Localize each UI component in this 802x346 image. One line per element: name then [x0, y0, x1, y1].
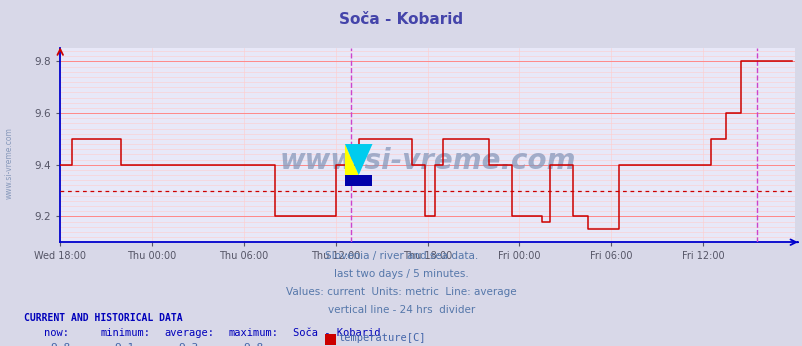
Text: CURRENT AND HISTORICAL DATA: CURRENT AND HISTORICAL DATA — [24, 313, 183, 323]
Text: www.si-vreme.com: www.si-vreme.com — [5, 127, 14, 199]
Text: 9.1: 9.1 — [114, 343, 135, 346]
Text: Values: current  Units: metric  Line: average: Values: current Units: metric Line: aver… — [286, 287, 516, 297]
Text: temperature[C]: temperature[C] — [338, 334, 426, 343]
Text: average:: average: — [164, 328, 214, 338]
Polygon shape — [345, 144, 372, 175]
Text: Slovenia / river and sea data.: Slovenia / river and sea data. — [325, 251, 477, 261]
Text: now:: now: — [44, 328, 69, 338]
Text: vertical line - 24 hrs  divider: vertical line - 24 hrs divider — [327, 305, 475, 315]
Text: Soča - Kobarid: Soča - Kobarid — [339, 12, 463, 27]
Text: Soča - Kobarid: Soča - Kobarid — [293, 328, 380, 338]
Text: maximum:: maximum: — [229, 328, 278, 338]
Text: 9.8: 9.8 — [242, 343, 263, 346]
Text: 9.3: 9.3 — [178, 343, 199, 346]
Text: last two days / 5 minutes.: last two days / 5 minutes. — [334, 269, 468, 279]
Text: 9.8: 9.8 — [50, 343, 71, 346]
Polygon shape — [345, 144, 358, 175]
Text: minimum:: minimum: — [100, 328, 150, 338]
Text: www.si-vreme.com: www.si-vreme.com — [279, 147, 575, 175]
Polygon shape — [345, 175, 372, 186]
